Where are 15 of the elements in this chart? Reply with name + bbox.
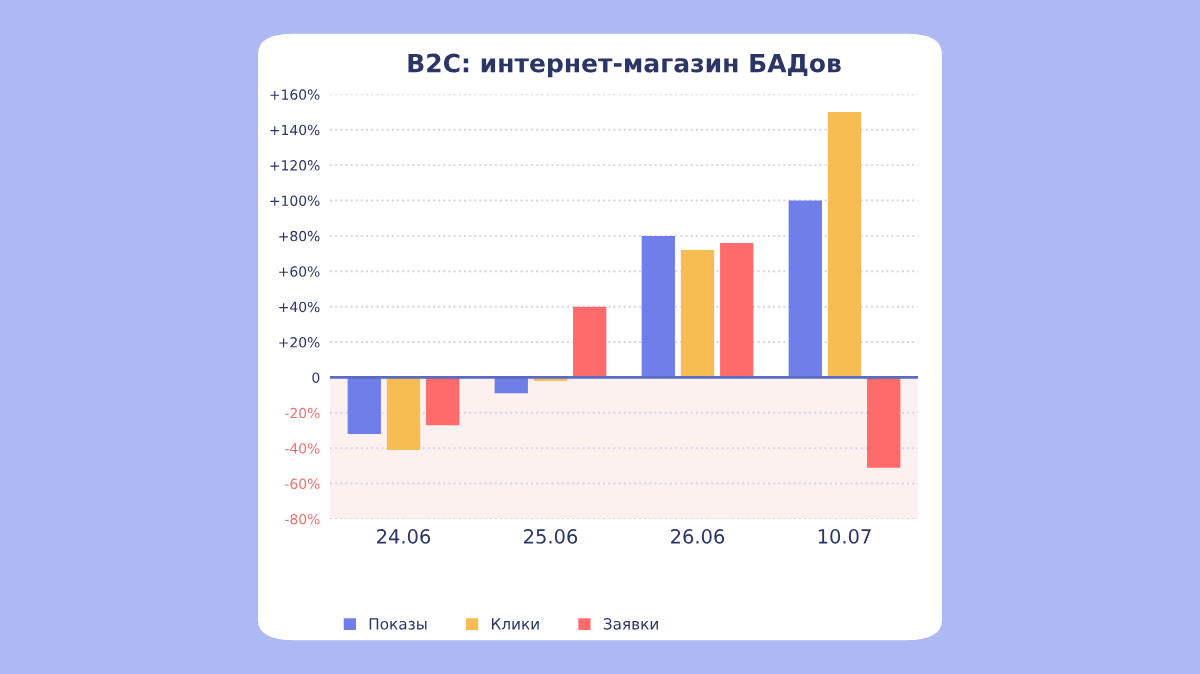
bar: [827, 112, 862, 378]
bar: [641, 235, 675, 378]
bar: [573, 306, 607, 378]
x-tick-label: 25.06: [524, 529, 578, 544]
bar: [788, 200, 822, 378]
bar: [867, 377, 901, 468]
x-tick-label: 24.06: [377, 529, 431, 544]
bar: [680, 250, 715, 378]
bar: [426, 377, 460, 426]
x-tick-label: 10.07: [818, 529, 871, 544]
bar: [347, 377, 381, 435]
chart-title: B2C: интернет-магазин БАДов: [408, 53, 841, 78]
bar: [720, 242, 754, 378]
x-tick-label: 26.06: [671, 529, 725, 544]
bar: [386, 377, 421, 450]
